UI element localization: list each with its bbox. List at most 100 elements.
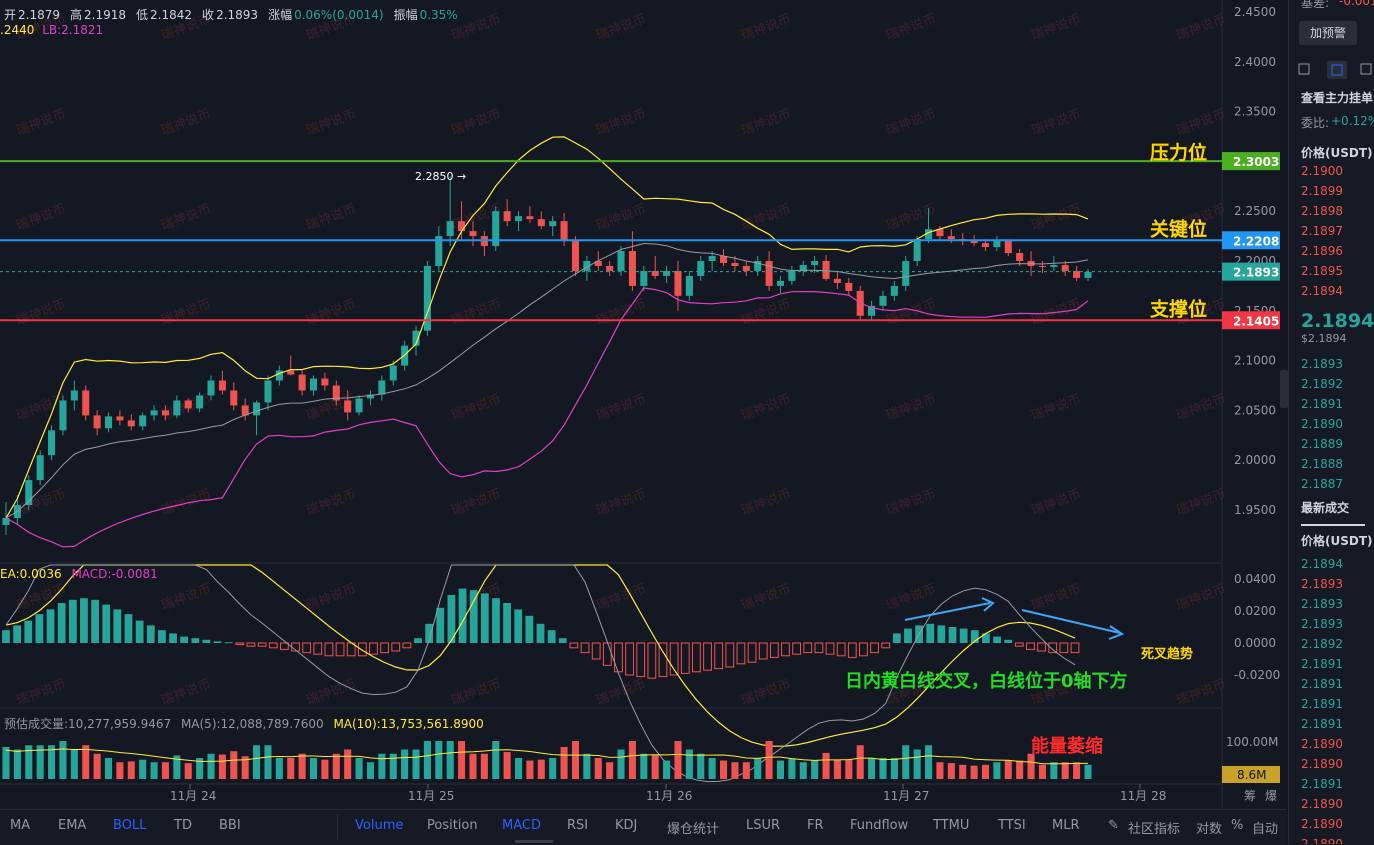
chart-area[interactable]: 2.45002.40002.35002.30002.25002.20002.15… bbox=[0, 0, 1286, 845]
chart-option[interactable]: 对数 bbox=[1196, 822, 1223, 837]
price-tick: 2.1000 bbox=[1234, 354, 1276, 368]
subindicator-tab[interactable]: Volume bbox=[355, 818, 404, 833]
candle-body bbox=[1050, 264, 1058, 267]
price-tick: 2.4500 bbox=[1234, 5, 1276, 19]
volume-bar bbox=[1016, 760, 1024, 779]
indicator-tab-bbi[interactable]: BBI bbox=[219, 818, 241, 833]
candle-body bbox=[184, 400, 192, 409]
candle-body bbox=[218, 380, 226, 391]
volume-bar bbox=[708, 758, 716, 779]
add-alert-button[interactable]: 加预警 bbox=[1299, 21, 1357, 45]
bid-price: 2.1887 bbox=[1301, 477, 1343, 491]
watermark: 瑞神说币 bbox=[449, 392, 503, 424]
candle-body bbox=[526, 216, 534, 220]
candle-body bbox=[640, 270, 648, 286]
volume-bar bbox=[173, 755, 181, 779]
watermark: 瑞神说币 bbox=[1174, 582, 1228, 614]
indicator-tab-td[interactable]: TD bbox=[174, 818, 192, 833]
volume-bar bbox=[253, 745, 261, 779]
subindicator-tab[interactable]: TTMU bbox=[933, 818, 970, 833]
volume-current: 8.6M bbox=[1237, 768, 1266, 782]
volume-bar bbox=[913, 749, 921, 779]
volume-bar bbox=[628, 741, 636, 779]
macd-bar bbox=[769, 642, 779, 658]
trade-price: 2.1890 bbox=[1301, 817, 1343, 831]
subindicator-tab[interactable]: FR bbox=[807, 818, 824, 833]
ohlc-value: 0.35% bbox=[419, 8, 458, 22]
candle-body bbox=[36, 455, 44, 481]
watermark: 瑞神说币 bbox=[739, 677, 793, 709]
volume-bar bbox=[890, 758, 898, 779]
kline-chart[interactable]: 2.45002.40002.35002.30002.25002.20002.15… bbox=[0, 0, 1286, 844]
volume-bar bbox=[480, 753, 488, 779]
candle-body bbox=[708, 256, 716, 261]
macd-bar bbox=[191, 638, 200, 643]
basis-value: -0.001 bbox=[1339, 0, 1374, 8]
macd-bar bbox=[982, 633, 990, 643]
view-bids-icon bbox=[1360, 63, 1372, 75]
candle-body bbox=[925, 229, 933, 240]
volume-bar bbox=[48, 745, 56, 779]
candle-body bbox=[389, 365, 397, 381]
candle-body bbox=[446, 221, 454, 237]
collapse-panel-handle[interactable] bbox=[1280, 370, 1288, 408]
macd-bar bbox=[647, 642, 657, 679]
candle-body bbox=[264, 380, 272, 403]
trade-price: 2.1891 bbox=[1301, 657, 1343, 671]
macd-dif-line bbox=[5, 564, 1076, 783]
date-tick: 11月 25 bbox=[408, 789, 454, 803]
community-indicator-icon[interactable]: ✎ bbox=[1108, 818, 1119, 833]
macd-bar bbox=[313, 642, 323, 655]
ask-price: 2.1894 bbox=[1301, 284, 1343, 298]
watermark: 瑞神说币 bbox=[884, 107, 938, 139]
volume-bar bbox=[925, 745, 933, 779]
macd-bar bbox=[169, 633, 177, 643]
macd-bar bbox=[736, 642, 746, 665]
macd-bar bbox=[591, 642, 601, 660]
watermark: 瑞神说币 bbox=[304, 297, 358, 329]
candle-body bbox=[104, 416, 113, 429]
macd-bar bbox=[492, 598, 500, 643]
macd-bar bbox=[2, 630, 10, 643]
indicator-tab-boll[interactable]: BOLL bbox=[113, 818, 147, 833]
macd-bar bbox=[235, 642, 245, 646]
subindicator-tab[interactable]: KDJ bbox=[615, 818, 638, 833]
trades-title[interactable]: 最新成交 bbox=[1301, 501, 1350, 515]
chart-option[interactable]: 自动 bbox=[1252, 822, 1279, 837]
volume-bar bbox=[230, 751, 238, 779]
subindicator-tab[interactable]: 爆仓统计 bbox=[667, 822, 720, 837]
subindicator-tab[interactable]: LSUR bbox=[746, 818, 781, 833]
macd-bar bbox=[658, 642, 668, 678]
annotation-cross: 日内黄白线交叉，白线位于0轴下方 bbox=[845, 670, 1128, 692]
chart-option[interactable]: 社区指标 bbox=[1128, 822, 1181, 837]
watermark: 瑞神说币 bbox=[1174, 677, 1228, 709]
volume-bar bbox=[366, 762, 374, 779]
subindicator-tab[interactable]: MACD bbox=[502, 818, 541, 833]
subindicator-tab[interactable]: TTSI bbox=[998, 818, 1026, 833]
view-main-orders[interactable]: 查看主力挂单 bbox=[1301, 91, 1374, 105]
volume-bar bbox=[104, 758, 113, 779]
watermark: 瑞神说币 bbox=[594, 392, 648, 424]
boll-upper-line bbox=[5, 136, 1089, 519]
subindicator-tab[interactable]: Position bbox=[427, 818, 478, 833]
volume-bar bbox=[446, 741, 454, 779]
candle-body bbox=[617, 251, 625, 271]
watermark: 瑞神说币 bbox=[159, 107, 213, 139]
macd-bar bbox=[625, 642, 634, 676]
candle-body bbox=[287, 370, 295, 375]
volume-ma10-line bbox=[5, 748, 1088, 765]
watermark: 瑞神说币 bbox=[884, 392, 938, 424]
macd-bar bbox=[13, 625, 22, 643]
ask-price: 2.1899 bbox=[1301, 184, 1343, 198]
indicator-tab-ma[interactable]: MA bbox=[10, 818, 31, 833]
subindicator-tab[interactable]: RSI bbox=[567, 818, 589, 833]
candle-body bbox=[309, 378, 318, 391]
indicator-tab-ema[interactable]: EMA bbox=[58, 818, 87, 833]
ohlc-item: 开 2.1879 bbox=[4, 8, 65, 22]
subindicator-tab[interactable]: MLR bbox=[1052, 818, 1080, 833]
macd-bar bbox=[324, 642, 334, 657]
candle-body bbox=[799, 264, 807, 271]
watermark: 瑞神说币 bbox=[1029, 582, 1083, 614]
chart-option[interactable]: % bbox=[1231, 818, 1244, 833]
subindicator-tab[interactable]: Fundflow bbox=[850, 818, 909, 833]
